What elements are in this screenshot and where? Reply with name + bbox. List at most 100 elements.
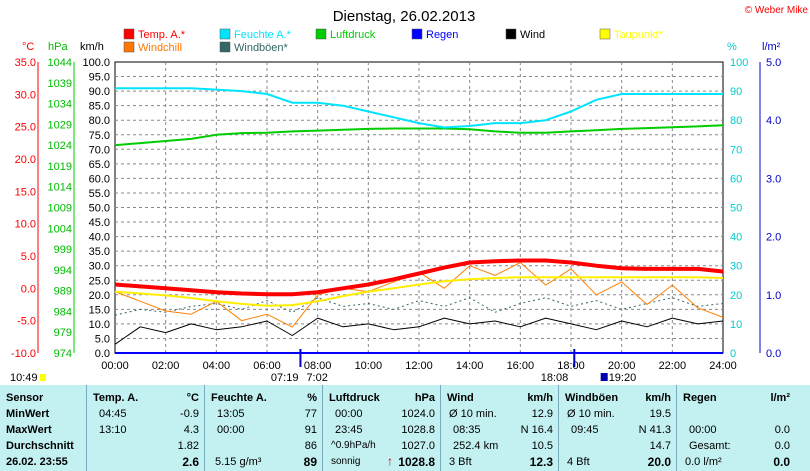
pressure-tick-label: 1014 bbox=[48, 182, 72, 194]
wind-tick-label: 0.0 bbox=[95, 348, 110, 360]
pressure-tick-label: 984 bbox=[54, 306, 72, 318]
gust-r1: 19.5 bbox=[649, 408, 671, 420]
series-line-wind bbox=[114, 317, 724, 345]
press-now-arrow: ↑ bbox=[387, 454, 393, 468]
legend-swatch-3 bbox=[411, 28, 423, 40]
x-tick-label: 24:00 bbox=[709, 360, 737, 372]
temp-tick-label: -5.0 bbox=[17, 316, 36, 328]
weather-chart: Dienstag, 26.02.2013 © Weber Mike Temp. … bbox=[10, 5, 808, 384]
column-wind: Wind km/h Ø 10 min. 12.9 08:35 N 16.4 25… bbox=[440, 385, 559, 471]
pressure-tick-label: 994 bbox=[54, 265, 72, 277]
wind-tick-label: 15.0 bbox=[89, 304, 110, 316]
pressure-tick-label: 989 bbox=[54, 286, 72, 298]
series-line-tempa bbox=[114, 258, 724, 297]
wind-now: 12.3 bbox=[529, 455, 553, 469]
humidity-tick-label: 50 bbox=[730, 203, 742, 215]
temp-min-time: 04:45 bbox=[99, 408, 127, 420]
temp-avg: 1.82 bbox=[177, 440, 199, 452]
wind-tick-label: 5.0 bbox=[95, 333, 110, 345]
temp-tick-label: 0.0 bbox=[21, 283, 36, 295]
current-time-label: 10:49 bbox=[10, 372, 38, 384]
legend-swatch-5 bbox=[599, 28, 611, 40]
legend: Temp. A.* Feuchte A.* Luftdruck Regen Wind Ta… bbox=[123, 28, 664, 54]
pressure-tick-label: 1004 bbox=[48, 223, 72, 235]
column-humidity: Feuchte A. % 13:05 77 00:00 91 86 5.15 g… bbox=[204, 385, 323, 471]
press-min: 1024.0 bbox=[401, 408, 435, 420]
rain-r3: 0.0 bbox=[774, 440, 790, 452]
gust-r1-label: Ø 10 min. bbox=[567, 408, 615, 420]
hum-abs: 5.15 g/m³ bbox=[215, 456, 262, 468]
rain-unit-label: l/m² bbox=[762, 41, 781, 53]
th-wind-unit: km/h bbox=[527, 392, 553, 404]
x-tick-label: 20:00 bbox=[608, 360, 636, 372]
sunset2-label: 19:20 bbox=[609, 372, 637, 384]
x-tick-label: 08:00 bbox=[304, 360, 332, 372]
press-min-time: 00:00 bbox=[335, 408, 363, 420]
humidity-tick-label: 10 bbox=[730, 319, 742, 331]
press-max-time: 23:45 bbox=[335, 424, 363, 436]
axis-unit-labels: °C hPa km/h % l/m² bbox=[22, 41, 781, 53]
th-press-unit: hPa bbox=[414, 392, 435, 404]
humidity-tick-label: 0 bbox=[730, 348, 736, 360]
wind-r2-label: 08:35 bbox=[453, 424, 481, 436]
chart-title: Dienstag, 26.02.2013 bbox=[333, 8, 476, 25]
day-markers: 10:49 07:19 7:02 18:08 19:20 bbox=[10, 349, 636, 384]
rain-tick-label: 1.0 bbox=[766, 290, 781, 302]
temp-now: 2.6 bbox=[182, 455, 199, 469]
x-tick-label: 12:00 bbox=[405, 360, 433, 372]
th-gust-unit: km/h bbox=[645, 392, 671, 404]
sunset-label: 18:08 bbox=[541, 372, 569, 384]
row-label-now: 26.02. 23:55 bbox=[6, 456, 68, 468]
humidity-tick-label: 40 bbox=[730, 232, 742, 244]
wind-tick-label: 60.0 bbox=[89, 173, 110, 185]
pressure-tick-label: 1034 bbox=[48, 99, 72, 111]
temp-max-time: 13:10 bbox=[99, 424, 127, 436]
legend-label-5: Taupunkt* bbox=[614, 29, 664, 41]
legend-label-4: Wind bbox=[520, 29, 545, 41]
x-tick-label: 04:00 bbox=[203, 360, 231, 372]
wind-r4-label: 3 Bft bbox=[449, 456, 472, 468]
temp-unit-label: °C bbox=[22, 41, 34, 53]
rain-tick-label: 5.0 bbox=[766, 57, 781, 69]
legend-label-3: Regen bbox=[426, 29, 458, 41]
temp-tick-label: 25.0 bbox=[15, 122, 36, 134]
legend-label-1: Feuchte A.* bbox=[234, 29, 292, 41]
temp-tick-label: 30.0 bbox=[15, 89, 36, 101]
series-line-luftdruck bbox=[114, 124, 724, 147]
wind-r2: N 16.4 bbox=[520, 424, 553, 436]
rain-tick-label: 0.0 bbox=[766, 348, 781, 360]
press-max: 1028.8 bbox=[401, 424, 435, 436]
legend-swatch-6 bbox=[123, 41, 135, 53]
th-rain: Regen bbox=[683, 392, 717, 404]
rain-r2-label: 00:00 bbox=[689, 424, 717, 436]
temp-tick-label: 35.0 bbox=[15, 57, 36, 69]
wind-tick-label: 75.0 bbox=[89, 130, 110, 142]
series-line-taupunkt bbox=[114, 276, 724, 307]
legend-label-0: Temp. A.* bbox=[138, 29, 186, 41]
gust-r2: N 41.3 bbox=[638, 424, 671, 436]
wind-r1-label: Ø 10 min. bbox=[449, 408, 497, 420]
legend-label-7: Windböen* bbox=[234, 42, 289, 54]
rain-tick-label: 2.0 bbox=[766, 232, 781, 244]
x-tick-label: 18:00 bbox=[557, 360, 585, 372]
x-tick-label: 10:00 bbox=[355, 360, 383, 372]
hum-now: 89 bbox=[303, 455, 317, 469]
wind-tick-label: 80.0 bbox=[89, 115, 110, 127]
current-time-sun-icon bbox=[40, 374, 46, 381]
hum-avg: 86 bbox=[304, 440, 317, 452]
column-pressure: Luftdruck hPa 00:00 1024.0 23:45 1028.8 … bbox=[322, 385, 441, 471]
press-now: 1028.8 bbox=[398, 455, 435, 469]
wind-tick-label: 90.0 bbox=[89, 86, 110, 98]
x-tick-label: 06:00 bbox=[253, 360, 281, 372]
pressure-tick-label: 1019 bbox=[48, 161, 72, 173]
pressure-tick-label: 1029 bbox=[48, 119, 72, 131]
legend-swatch-0 bbox=[123, 28, 135, 40]
wind-r3-label: 252.4 km bbox=[453, 440, 499, 452]
wind-r1: 12.9 bbox=[531, 408, 553, 420]
pressure-tick-label: 1024 bbox=[48, 140, 72, 152]
humidity-tick-label: 20 bbox=[730, 290, 742, 302]
humidity-tick-label: 30 bbox=[730, 261, 742, 273]
x-tick-label: 02:00 bbox=[152, 360, 180, 372]
wind-r3: 10.5 bbox=[531, 440, 553, 452]
pressure-tick-label: 974 bbox=[54, 348, 72, 360]
